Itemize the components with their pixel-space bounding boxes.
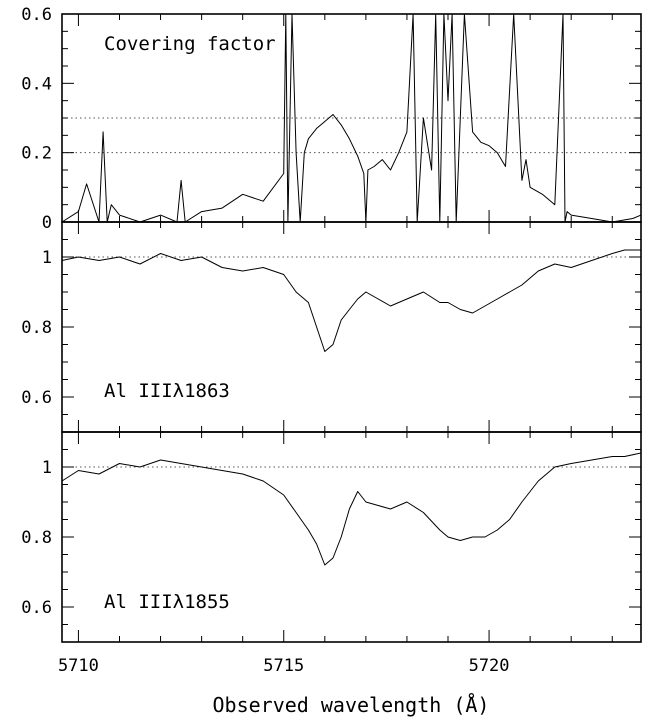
y-tick-label: 0.8 <box>21 318 52 338</box>
panel-label: Al IIIλ1855 <box>104 591 230 613</box>
panel-covering-factor: 0 0.2 0.4 0.6 Covering factor <box>21 5 641 233</box>
y-tick-label: 0 <box>42 213 52 233</box>
x-tick-label: 5710 <box>58 656 99 676</box>
series-line <box>62 453 641 565</box>
x-axis-title: Observed wavelength (Å) <box>213 693 490 717</box>
y-tick-label: 0.6 <box>21 388 52 408</box>
x-axis-tick-labels: 5710 5715 5720 <box>58 656 510 676</box>
y-tick-label: 1 <box>42 248 52 268</box>
panel-al-iii-1863: 0.6 0.8 1 Al IIIλ1863 <box>21 222 641 432</box>
panel-label: Covering factor <box>104 33 276 55</box>
y-tick-label: 0.4 <box>21 74 52 94</box>
series-line <box>62 250 641 352</box>
y-tick-label: 0.6 <box>21 598 52 618</box>
y-tick-label: 0.6 <box>21 5 52 25</box>
y-tick-label: 0.8 <box>21 528 52 548</box>
x-tick-label: 5720 <box>469 656 510 676</box>
x-tick-label: 5715 <box>263 656 304 676</box>
y-tick-label: 1 <box>42 458 52 478</box>
panel-al-iii-1855: 0.6 0.8 1 Al IIIλ1855 <box>21 432 641 642</box>
panel-label: Al IIIλ1863 <box>104 380 230 402</box>
y-tick-label: 0.2 <box>21 144 52 164</box>
